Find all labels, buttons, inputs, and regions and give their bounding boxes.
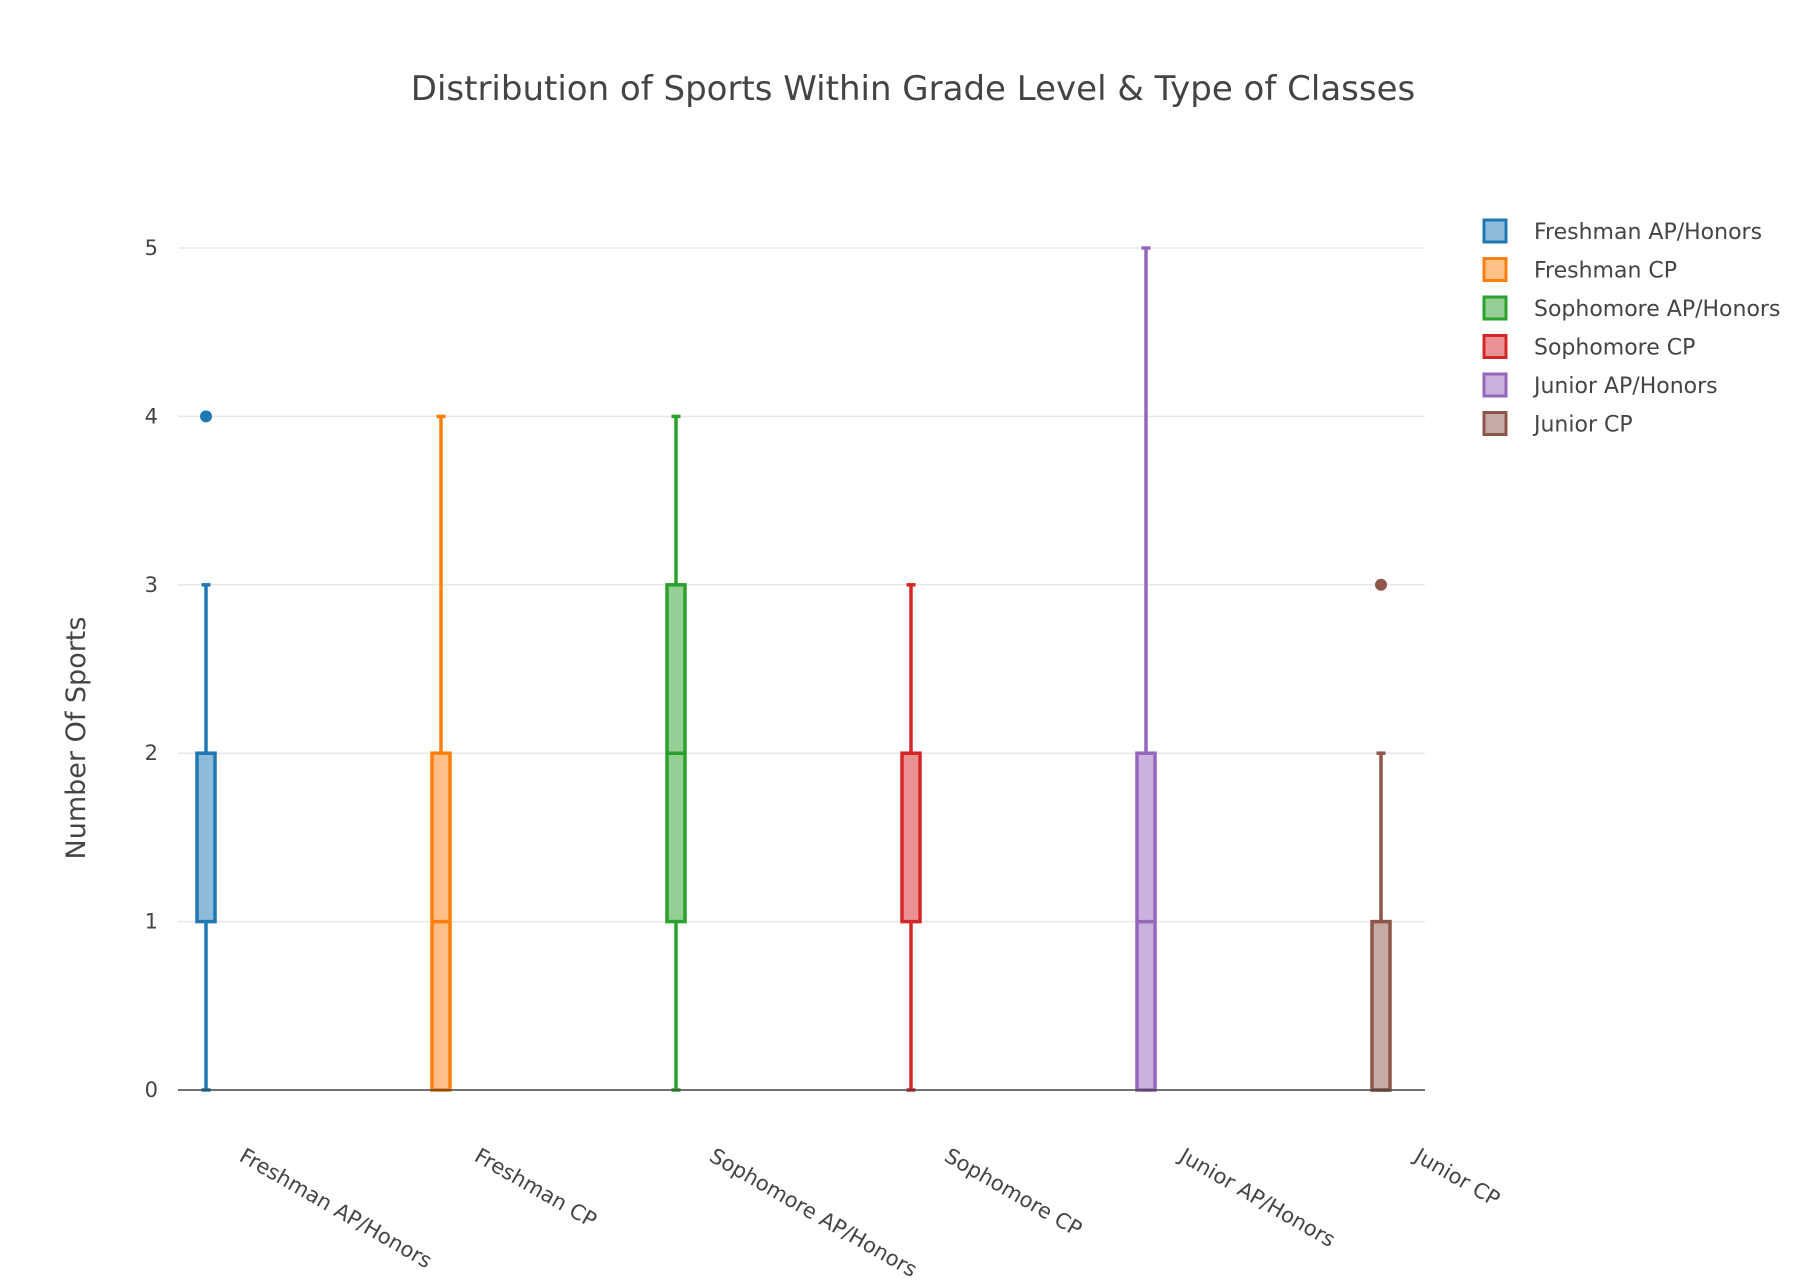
y-tick-label: 5 xyxy=(145,236,158,260)
x-tick-label: Sophomore CP xyxy=(941,1144,1086,1242)
y-gridlines xyxy=(178,247,1425,923)
box-junior-cp[interactable] xyxy=(1370,578,1392,1092)
legend-label: Sophomore AP/Honors xyxy=(1534,297,1780,322)
legend-swatch xyxy=(1482,411,1508,436)
legend-item[interactable]: Junior AP/Honors xyxy=(1482,372,1718,399)
box-sophomore-ap-honors[interactable] xyxy=(665,414,687,1092)
x-tick-label: Junior AP/Honors xyxy=(1174,1143,1340,1252)
y-axis-label: Number Of Sports xyxy=(61,617,92,860)
box-freshman-ap-honors[interactable] xyxy=(195,410,217,1092)
legend-swatch xyxy=(1482,334,1508,359)
x-tick-label: Freshman CP xyxy=(471,1144,601,1233)
legend-label: Freshman AP/Honors xyxy=(1534,220,1762,245)
outlier-point[interactable] xyxy=(200,410,212,423)
legend-swatch xyxy=(1482,218,1508,244)
box-iqr xyxy=(195,751,217,924)
box-iqr xyxy=(1370,919,1392,1092)
y-tick-label: 2 xyxy=(145,741,158,765)
legend-swatch xyxy=(1482,295,1508,321)
legend-item[interactable]: Junior CP xyxy=(1482,411,1633,438)
legend-label: Junior CP xyxy=(1532,413,1633,438)
y-tick-label: 1 xyxy=(145,910,158,934)
legend[interactable]: Freshman AP/Honors Freshman CP Sophomore A… xyxy=(1482,218,1780,438)
y-tick-label: 3 xyxy=(145,573,158,597)
box-iqr xyxy=(900,751,922,924)
x-tick-label: Freshman AP/Honors xyxy=(236,1144,437,1274)
legend-item[interactable]: Sophomore AP/Honors xyxy=(1482,295,1780,322)
legend-item[interactable]: Freshman AP/Honors xyxy=(1482,218,1762,245)
legend-swatch xyxy=(1482,257,1508,282)
box-junior-ap-honors[interactable] xyxy=(1135,246,1157,1092)
box-series xyxy=(195,246,1392,1092)
y-tick-label: 0 xyxy=(145,1078,158,1102)
x-tick-label: Junior CP xyxy=(1409,1143,1504,1212)
legend-label: Sophomore CP xyxy=(1534,336,1695,361)
legend-label: Junior AP/Honors xyxy=(1532,374,1718,399)
legend-item[interactable]: Sophomore CP xyxy=(1482,334,1695,361)
box-sophomore-cp[interactable] xyxy=(900,583,922,1092)
outlier-point[interactable] xyxy=(1375,578,1387,591)
x-axis-tick-labels: Freshman AP/Honors Freshman CP Sophomore A… xyxy=(236,1143,1505,1282)
y-tick-label: 4 xyxy=(145,404,158,428)
x-tick-label: Sophomore AP/Honors xyxy=(706,1144,922,1282)
chart-title: Distribution of Sports Within Grade Leve… xyxy=(411,69,1415,109)
y-axis-tick-labels: 0 1 2 3 4 5 xyxy=(145,236,158,1102)
legend-item[interactable]: Freshman CP xyxy=(1482,257,1677,284)
legend-swatch xyxy=(1482,372,1508,398)
legend-label: Freshman CP xyxy=(1534,259,1677,284)
box-freshman-cp[interactable] xyxy=(430,414,452,1092)
